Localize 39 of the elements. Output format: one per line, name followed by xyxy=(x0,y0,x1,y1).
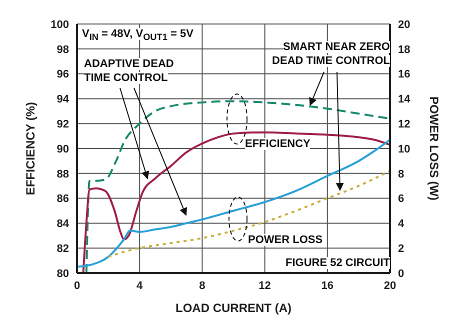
y-tick-label: 80 xyxy=(56,268,69,280)
y-tick-label: 98 xyxy=(56,44,69,56)
y2-tick-label: 20 xyxy=(398,18,410,31)
y2-tick-label: 0 xyxy=(398,268,404,280)
y-axis-title: EFFICIENCY (%) xyxy=(23,102,38,196)
x-tick-label: 8 xyxy=(199,280,206,292)
annotation: EFFICIENCY xyxy=(245,138,310,150)
annotation: SMART NEAR ZERO DEAD TIME CONTROL xyxy=(272,41,390,67)
y2-tick-label: 8 xyxy=(398,168,404,180)
y2-tick-label: 16 xyxy=(398,68,410,81)
annotation: POWER LOSS xyxy=(248,234,323,246)
x-tick-label: 16 xyxy=(321,280,334,292)
y2-axis-title: POWER LOSS (W) xyxy=(426,96,441,200)
y-tick-label: 84 xyxy=(56,218,70,230)
y2-tick-label: 2 xyxy=(398,243,404,256)
y-tick-label: 94 xyxy=(56,94,70,106)
y-tick-label: 96 xyxy=(56,68,69,81)
y2-tick-label: 4 xyxy=(398,218,405,230)
y2-tick-label: 10 xyxy=(398,143,410,156)
y-tick-label: 86 xyxy=(56,193,69,206)
annotation: V$_{IN}$ = 48V, V$_{OUT1}$ = 5V xyxy=(82,28,194,42)
y2-tick-label: 6 xyxy=(398,193,404,206)
y-tick-label: 88 xyxy=(56,168,69,180)
y2-tick-label: 14 xyxy=(398,94,412,106)
line-series xyxy=(107,170,390,258)
y2-tick-label: 12 xyxy=(398,118,410,131)
y-tick-label: 92 xyxy=(56,118,69,131)
y-tick-label: 100 xyxy=(50,18,69,31)
annotation: ADAPTIVE DEAD TIME CONTROL xyxy=(84,58,174,84)
x-tick-label: 0 xyxy=(74,280,80,292)
x-tick-label: 4 xyxy=(136,280,144,292)
x-axis-title: LOAD CURRENT (A) xyxy=(176,301,292,315)
annotation: FIGURE 52 CIRCUIT xyxy=(285,257,390,269)
x-tick-label: 12 xyxy=(258,280,271,292)
x-tick-label: 20 xyxy=(384,280,396,292)
y-tick-label: 90 xyxy=(56,143,69,156)
line-series xyxy=(85,100,390,273)
y2-tick-label: 18 xyxy=(398,44,410,56)
y-tick-label: 82 xyxy=(56,243,69,256)
